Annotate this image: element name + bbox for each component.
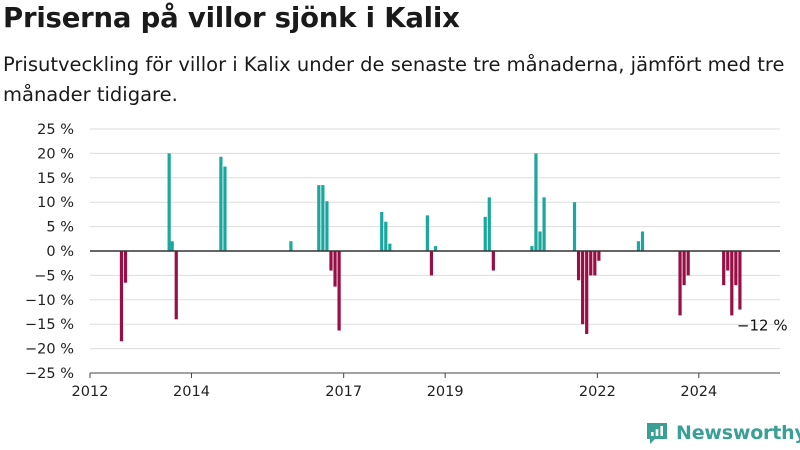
grid-lines — [90, 128, 780, 374]
bar — [730, 251, 734, 316]
x-tick-label: 2022 — [579, 384, 616, 400]
bar — [119, 251, 124, 342]
y-tick-label: 10 % — [37, 195, 74, 211]
y-tick-label: −20 % — [25, 342, 74, 358]
y-tick-label: −15 % — [25, 317, 74, 333]
bar — [572, 202, 577, 251]
x-tick-label: 2014 — [173, 384, 210, 400]
bar — [223, 166, 227, 251]
bar — [581, 251, 585, 325]
brand-logo: Newsworthy — [645, 420, 800, 446]
bar — [333, 251, 337, 287]
bar — [384, 221, 388, 251]
bar — [530, 246, 534, 251]
bar — [682, 251, 686, 286]
bar — [388, 243, 392, 251]
bar — [483, 216, 487, 251]
bar — [734, 251, 738, 286]
bar — [534, 153, 538, 251]
bar — [317, 185, 321, 251]
bar — [219, 156, 223, 251]
bar — [726, 251, 730, 271]
y-tick-label: 20 % — [37, 146, 74, 162]
y-tick-label: −10 % — [25, 293, 74, 309]
x-tick-label: 2012 — [72, 384, 109, 400]
y-tick-label: 25 % — [37, 122, 74, 138]
y-tick-label: 15 % — [37, 171, 74, 187]
bar — [433, 246, 438, 251]
bar — [380, 211, 384, 251]
bar — [589, 251, 593, 276]
bar — [722, 251, 726, 286]
chart-subtitle: Prisutveckling för villor i Kalix under … — [3, 53, 785, 106]
bar — [538, 231, 542, 251]
y-tick-label: −5 % — [34, 268, 74, 284]
x-tick-label: 2019 — [427, 384, 464, 400]
bar — [325, 201, 329, 251]
bar — [337, 251, 341, 331]
bar — [576, 251, 581, 281]
bar — [425, 215, 429, 251]
bar — [170, 241, 174, 251]
bar — [738, 251, 742, 310]
bar — [174, 251, 178, 320]
bar — [487, 197, 491, 251]
y-tick-label: 0 % — [46, 244, 74, 260]
y-tick-label: 5 % — [46, 220, 74, 236]
bars — [119, 153, 742, 342]
brand-name: Newsworthy — [676, 422, 800, 444]
chart-title: Priserna på villor sjönk i Kalix — [3, 2, 460, 34]
y-tick-label: −25 % — [25, 366, 74, 382]
bar — [597, 251, 601, 261]
bar — [289, 241, 293, 251]
bar — [167, 153, 171, 251]
x-tick-label: 2024 — [680, 384, 717, 400]
bar — [640, 231, 645, 251]
bar — [321, 185, 325, 251]
bar — [686, 251, 690, 276]
bar — [593, 251, 597, 276]
bar — [429, 251, 434, 276]
bar — [491, 251, 495, 271]
bar — [678, 251, 682, 316]
bar — [329, 251, 333, 271]
bar — [636, 241, 641, 251]
newsworthy-logo-icon — [647, 423, 667, 444]
bar — [123, 251, 128, 283]
bar — [585, 251, 589, 334]
x-tick-label: 2017 — [325, 384, 362, 400]
axes: 25 % 20 % 15 % 10 % 5 % 0 % −5 % −10 % −15 % −20 … — [25, 122, 780, 400]
bar — [542, 197, 546, 251]
last-value-annotation: −12 % — [737, 317, 788, 335]
